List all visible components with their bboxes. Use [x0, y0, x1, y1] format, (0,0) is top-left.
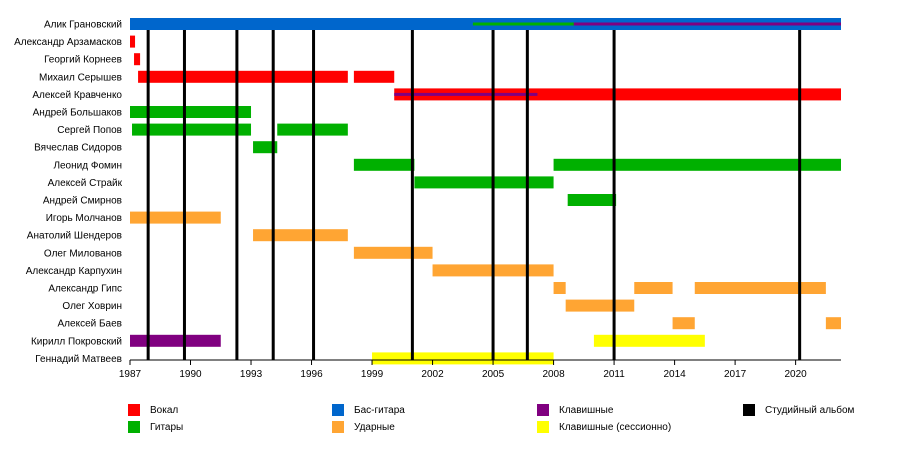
member-label: Андрей Смирнов — [43, 196, 122, 207]
member-bar — [825, 317, 841, 330]
member-bar — [130, 211, 221, 224]
member-bar-overlay — [394, 92, 538, 96]
member-bar — [553, 158, 841, 171]
x-tick-label: 1990 — [179, 369, 202, 380]
x-tick-label: 1996 — [300, 369, 323, 380]
member-bar — [132, 123, 252, 136]
member-bar — [394, 88, 841, 101]
member-label: Сергей Попов — [57, 125, 122, 136]
member-bar — [353, 246, 433, 259]
member-label: Александр Арзамасков — [14, 37, 122, 48]
member-label: Георгий Корнеев — [44, 55, 122, 66]
member-bar — [553, 282, 566, 294]
member-bar-overlay — [573, 22, 841, 26]
member-bar — [130, 334, 221, 347]
album-lines — [146, 30, 802, 360]
member-bar — [353, 70, 395, 83]
member-bar — [130, 106, 252, 118]
member-bar — [253, 141, 278, 154]
x-tick-label: 2005 — [482, 369, 505, 380]
member-label: Александр Карпухин — [26, 266, 122, 277]
member-label: Алик Грановский — [44, 20, 122, 31]
member-label: Геннадий Матвеев — [35, 354, 122, 365]
member-bar — [253, 229, 348, 242]
x-tick-label: 2011 — [603, 369, 625, 380]
member-label: Олег Милованов — [44, 248, 122, 259]
x-tick-label: 1999 — [361, 369, 384, 380]
member-bar — [372, 352, 554, 365]
member-label: Александр Гипс — [48, 284, 122, 295]
member-label: Игорь Молчанов — [46, 213, 122, 224]
member-label: Алексей Баев — [58, 319, 122, 330]
x-tick-label: 1993 — [240, 369, 263, 380]
member-label: Олег Ховрин — [62, 301, 122, 312]
x-axis: 1987 1990 1993 1996 1999 2002 2005 2008 2011 2014… — [119, 359, 841, 380]
x-tick-label: 2002 — [421, 369, 444, 380]
member-bar — [138, 70, 348, 83]
member-bar — [134, 53, 141, 66]
member-label: Михаил Серышев — [39, 72, 122, 83]
x-tick-label: 2008 — [542, 369, 565, 380]
member-bar — [567, 194, 617, 206]
x-tick-label: 2020 — [784, 369, 807, 380]
member-bar — [634, 282, 673, 294]
member-bar — [130, 35, 136, 48]
x-tick-label: 2014 — [663, 369, 686, 380]
member-label: Алексей Страйк — [48, 178, 123, 189]
member-label: Леонид Фомин — [53, 160, 122, 171]
member-bar — [353, 158, 415, 171]
member-bars — [130, 18, 841, 365]
member-label: Кирилл Покровский — [31, 336, 122, 347]
member-label: Андрей Большаков — [33, 108, 122, 119]
member-label: Алексей Кравченко — [32, 90, 122, 101]
member-bar — [672, 317, 695, 330]
member-label: Анатолий Шендеров — [27, 231, 122, 242]
member-bar — [593, 334, 705, 347]
member-bar — [414, 176, 554, 189]
member-labels: Алик Грановский Александр Арзамасков Георг… — [14, 20, 123, 365]
x-tick-label: 2017 — [724, 369, 747, 380]
member-bar — [694, 282, 826, 294]
member-label: Вячеслав Сидоров — [34, 143, 122, 154]
x-tick-label: 1987 — [119, 369, 142, 380]
member-bar — [565, 299, 635, 312]
